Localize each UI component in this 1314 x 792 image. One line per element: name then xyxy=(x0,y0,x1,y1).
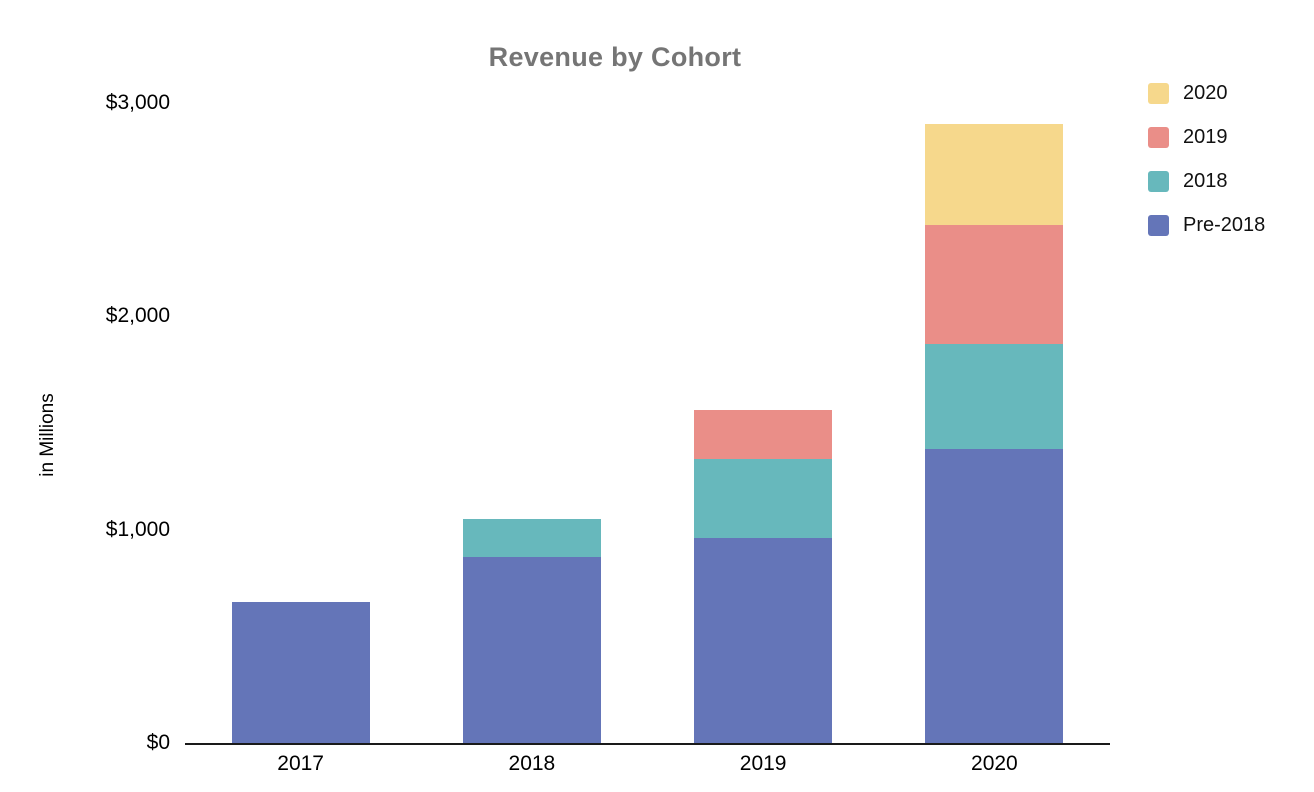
x-tick-label: 2020 xyxy=(971,752,1018,775)
bar-stack xyxy=(694,410,833,743)
legend-label: 2018 xyxy=(1183,170,1228,192)
x-tick-label: 2018 xyxy=(508,752,556,775)
legend-label: 2019 xyxy=(1183,126,1228,148)
y-tick-label: $2,000 xyxy=(105,304,170,328)
bar-segment-2018 xyxy=(462,519,601,558)
bar-segment-Pre-2018 xyxy=(694,538,833,743)
legend-label: 2020 xyxy=(1183,82,1228,104)
bar-column-2020 xyxy=(879,103,1110,743)
x-tick-label: 2017 xyxy=(277,752,324,775)
y-tick-label: $1,000 xyxy=(105,517,170,541)
plot-area xyxy=(185,103,1110,745)
bar-segment-2019 xyxy=(694,410,833,460)
legend-swatch xyxy=(1148,83,1169,104)
y-tick-label: $3,000 xyxy=(105,91,170,114)
legend-item-2019: 2019 xyxy=(1148,126,1265,149)
bar-column-2019 xyxy=(648,103,879,743)
bar-segment-Pre-2018 xyxy=(925,448,1064,743)
bar-columns xyxy=(185,103,1110,743)
legend-item-2018: 2018 xyxy=(1148,170,1265,193)
y-axis-title: in Millions xyxy=(37,393,58,477)
bar-stack xyxy=(462,519,601,743)
bar-column-2017 xyxy=(185,103,416,743)
bar-segment-Pre-2018 xyxy=(231,602,370,743)
bar-column-2018 xyxy=(416,103,647,743)
legend-swatch xyxy=(1148,171,1169,192)
bar-segment-Pre-2018 xyxy=(462,557,601,743)
x-tick-label: 2019 xyxy=(739,752,787,775)
chart-title: Revenue by Cohort xyxy=(488,42,742,72)
bar-segment-2020 xyxy=(925,124,1064,225)
legend-label: Pre-2018 xyxy=(1183,214,1266,236)
y-tick-label: $0 xyxy=(146,731,170,754)
legend-swatch xyxy=(1148,215,1169,236)
legend-swatch xyxy=(1148,127,1169,148)
legend: 2020 2019 2018 Pre-2018 xyxy=(1148,82,1265,237)
bar-segment-2018 xyxy=(694,459,833,539)
bar-segment-2019 xyxy=(925,224,1064,345)
legend-item-Pre-2018: Pre-2018 xyxy=(1148,214,1265,237)
legend-item-2020: 2020 xyxy=(1148,82,1265,105)
x-axis-tick-labels: 2017 2018 2019 2020 xyxy=(185,752,1110,776)
bar-stack xyxy=(231,602,370,743)
bar-stack xyxy=(925,124,1064,743)
bar-segment-2018 xyxy=(925,344,1064,449)
